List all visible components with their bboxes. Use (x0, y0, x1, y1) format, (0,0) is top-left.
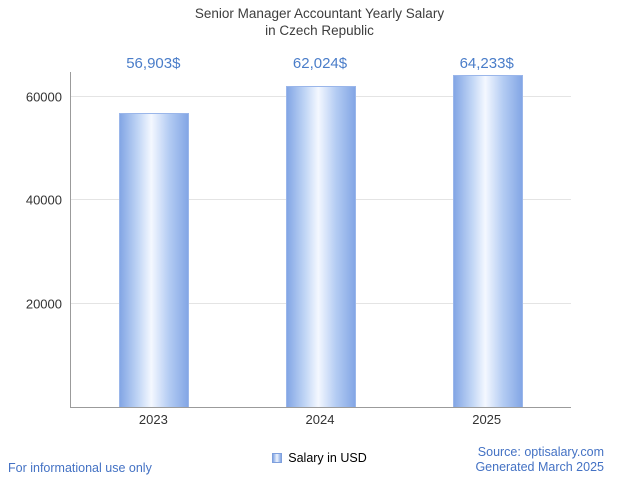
bar-value-labels: 56,903$ 62,024$ 64,233$ (70, 55, 570, 72)
bar-2025 (452, 74, 523, 407)
footer-source: Source: optisalary.com (477, 445, 604, 459)
chart-title-line-1: Senior Manager Accountant Yearly Salary (194, 6, 445, 21)
y-tick-label-40000: 40000 (25, 192, 62, 208)
bar-2024 (286, 86, 356, 407)
footer-generated: Generated March 2025 (475, 460, 604, 474)
bar-slot-2025 (404, 72, 571, 407)
bars-container (71, 72, 571, 407)
footer-disclaimer: For informational use only (8, 461, 152, 475)
x-axis-label-2023: 2023 (138, 412, 168, 427)
x-axis-label-2025: 2025 (472, 412, 502, 427)
chart-title-line-2: in Czech Republic (265, 23, 374, 38)
chart-title: Senior Manager Accountant Yearly Salary … (0, 5, 639, 39)
bar-slot-2024 (238, 72, 405, 407)
plot-area: 20000 40000 60000 (26, 72, 571, 408)
bar-value-label-2025: 64,233$ (459, 55, 514, 72)
y-tick-label-60000: 60000 (25, 89, 62, 105)
bar-slot-2023 (71, 72, 238, 407)
x-axis-labels: 2023 2024 2025 (70, 412, 570, 427)
legend-swatch-icon (272, 453, 283, 463)
legend-label: Salary in USD (288, 451, 367, 465)
y-tick-label-20000: 20000 (25, 296, 62, 312)
legend: Salary in USD (0, 451, 639, 465)
bar-value-label-2024: 62,024$ (292, 55, 348, 72)
footer-source-block: Source: optisalary.com Generated March 2… (475, 445, 604, 475)
bar-2023 (119, 112, 190, 407)
x-axis-label-2024: 2024 (305, 412, 335, 427)
bar-value-label-2023: 56,903$ (126, 55, 181, 72)
